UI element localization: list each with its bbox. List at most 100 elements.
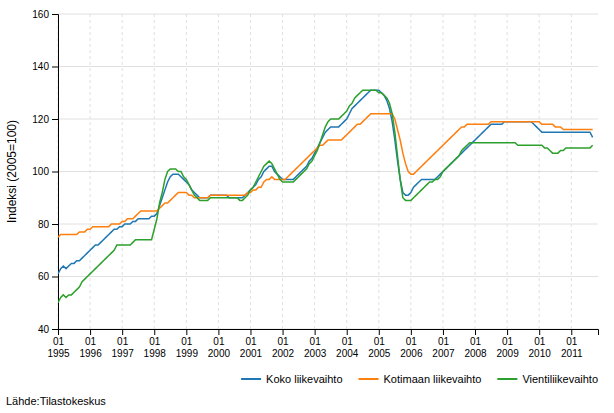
x-tick: 012010 — [529, 329, 552, 359]
y-tick-mark — [52, 329, 58, 330]
x-tick-label: 012006 — [400, 336, 423, 359]
y-tick: 160 — [32, 9, 58, 20]
x-tick-label: 012009 — [496, 336, 519, 359]
y-axis-title: Indeksi (2005=100) — [5, 120, 19, 223]
series-line — [58, 114, 593, 237]
y-tick-mark — [52, 277, 58, 278]
x-tick-label-line: 2001 — [240, 348, 263, 359]
legend-item: Vientiliikevaihto — [497, 373, 598, 385]
x-tick-label-line: 2000 — [208, 348, 231, 359]
y-grid-line — [58, 276, 598, 277]
x-tick-label-line: 01 — [534, 336, 546, 347]
x-tick-label-line: 2011 — [561, 348, 583, 359]
series-line — [58, 90, 593, 303]
y-tick: 80 — [38, 219, 58, 230]
x-tick-mark — [347, 329, 348, 335]
x-axis: 0119950119960119970119980119990120000120… — [47, 329, 598, 359]
x-tick-label-line: 2002 — [272, 348, 295, 359]
x-tick-mark — [122, 329, 123, 335]
y-tick: 120 — [32, 114, 58, 125]
plot: 4060801001201401600119950119960119970119… — [5, 9, 599, 359]
chart: 4060801001201401600119950119960119970119… — [0, 0, 614, 413]
x-tick-label-line: 2006 — [400, 348, 423, 359]
y-tick-label: 120 — [32, 114, 49, 125]
x-tick-label-line: 01 — [342, 336, 354, 347]
legend-swatch — [497, 378, 517, 380]
x-tick-mark — [379, 329, 380, 335]
x-tick: 011998 — [144, 329, 167, 359]
y-grid-line — [58, 66, 598, 67]
y-grid-line — [58, 14, 598, 15]
x-tick-label: 012002 — [272, 336, 295, 359]
x-tick-label-line: 01 — [470, 336, 482, 347]
x-grid-line — [507, 14, 508, 329]
x-grid-line — [475, 14, 476, 329]
x-tick-label-line: 01 — [502, 336, 514, 347]
x-tick-label-line: 2005 — [368, 348, 391, 359]
x-tick-label: 012005 — [368, 336, 391, 359]
x-tick: 012005 — [368, 329, 391, 359]
x-grid-line — [410, 14, 411, 329]
y-grid-line — [58, 224, 598, 225]
x-tick: 012011 — [561, 329, 583, 359]
x-tick: 012001 — [240, 329, 263, 359]
x-tick-mark — [58, 329, 59, 335]
x-tick-label: 012011 — [561, 336, 583, 359]
x-tick-label-line: 1996 — [79, 348, 102, 359]
x-tick-label: 012008 — [464, 336, 487, 359]
x-tick-label-line: 01 — [53, 336, 65, 347]
x-tick-label: 012003 — [304, 336, 327, 359]
legend-label: Vientiliikevaihto — [522, 373, 598, 385]
legend: Koko liikevaihtoKotimaan liikevaihtoVien… — [241, 373, 598, 385]
y-tick: 60 — [38, 271, 58, 282]
x-tick-label: 011996 — [79, 336, 102, 359]
x-tick-label-line: 1998 — [144, 348, 167, 359]
x-tick: 011995 — [47, 329, 70, 359]
x-tick-mark — [443, 329, 444, 335]
x-tick-mark — [315, 329, 316, 335]
y-tick-label: 100 — [32, 166, 49, 177]
x-grid-line — [90, 14, 91, 329]
y-tick-label: 40 — [38, 324, 50, 335]
x-tick-label-line: 2009 — [496, 348, 519, 359]
x-tick-label-line: 01 — [181, 336, 193, 347]
x-tick-label-line: 2010 — [529, 348, 552, 359]
y-tick: 100 — [32, 166, 58, 177]
legend-label: Kotimaan liikevaihto — [384, 373, 482, 385]
y-tick-mark — [52, 67, 58, 68]
x-tick: 012000 — [208, 329, 231, 359]
x-grid-line — [122, 14, 123, 329]
x-tick: 012004 — [336, 329, 359, 359]
x-grid-line — [571, 14, 572, 329]
series-line — [58, 90, 593, 274]
x-tick-label-line: 01 — [438, 336, 450, 347]
x-tick-mark — [571, 329, 572, 335]
y-tick-label: 140 — [32, 61, 49, 72]
y-tick: 140 — [32, 61, 58, 72]
x-tick-mark — [539, 329, 540, 335]
y-grid-line — [58, 171, 598, 172]
y-tick-label: 160 — [32, 9, 49, 20]
y-tick-label: 60 — [38, 271, 50, 282]
x-tick-label-line: 01 — [310, 336, 322, 347]
y-axis: 40 60 80 100 120 140 160 — [32, 9, 58, 335]
x-tick-mark — [250, 329, 251, 335]
y-tick-mark — [52, 224, 58, 225]
x-tick-label: 011997 — [112, 336, 135, 359]
x-tick-mark — [218, 329, 219, 335]
x-tick-mark — [186, 329, 187, 335]
x-tick-label: 012010 — [529, 336, 552, 359]
x-tick-label: 012007 — [432, 336, 455, 359]
x-grid-line — [282, 14, 283, 329]
grid — [58, 14, 598, 329]
x-tick-label-line: 1995 — [47, 348, 70, 359]
x-tick-label-line: 2008 — [464, 348, 487, 359]
x-grid-line — [378, 14, 379, 329]
x-tick-label: 011995 — [47, 336, 70, 359]
x-tick-label-line: 01 — [117, 336, 129, 347]
y-axis-line — [52, 15, 59, 330]
y-tick-mark — [52, 14, 58, 15]
x-tick-label-line: 01 — [566, 336, 578, 347]
x-grid-line — [314, 14, 315, 329]
x-tick-label-line: 01 — [374, 336, 386, 347]
